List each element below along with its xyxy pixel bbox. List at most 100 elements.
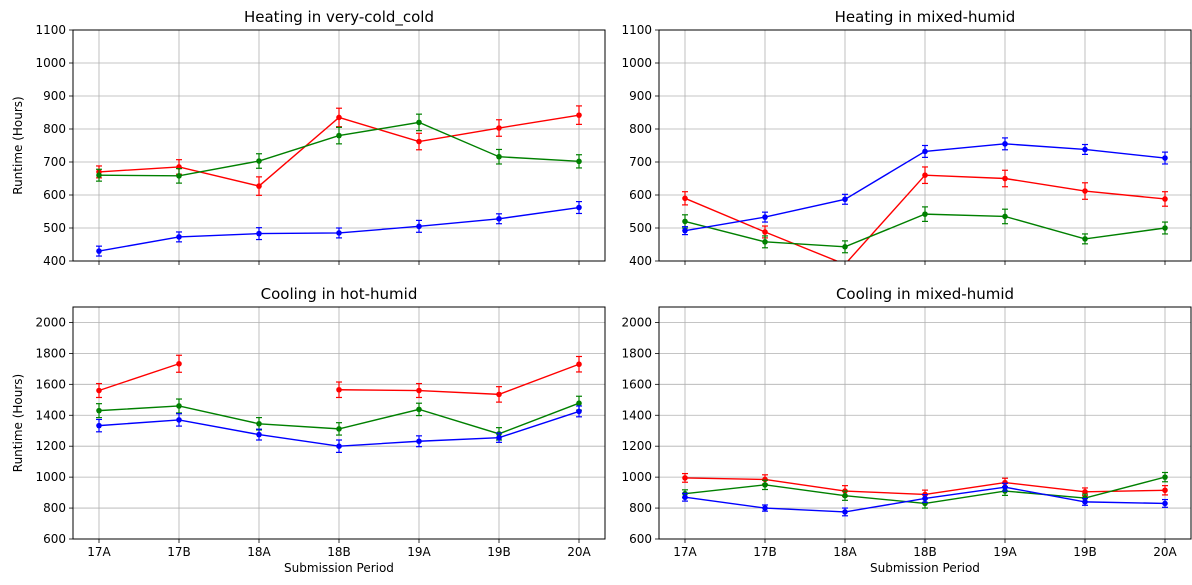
panel-cooling-hot-humid: 600 800 1000 1200 1400 1600 1800 2000 17A 17B 18A 1…: [11, 285, 606, 575]
x-tick-label: 19A: [993, 545, 1017, 559]
x-tick-label: 18A: [833, 545, 857, 559]
y-tick-label: 1200: [35, 439, 66, 453]
data-point: [416, 138, 422, 145]
data-point: [176, 417, 182, 423]
data-point: [96, 387, 102, 394]
data-point: [922, 172, 928, 178]
panel-cooling-mixed-humid: 600 800 1000 1200 1400 1600 1800 2000 17A 17B 18A 1…: [621, 285, 1192, 575]
data-point: [496, 215, 502, 222]
data-point: [842, 492, 848, 499]
data-point: [576, 112, 582, 118]
y-tick-label: 800: [629, 122, 652, 136]
y-tick-label: 1400: [35, 408, 66, 422]
data-point: [176, 234, 182, 240]
data-point: [1162, 487, 1168, 494]
data-point: [1162, 155, 1168, 161]
data-point: [176, 403, 182, 409]
y-tick-label: 1000: [35, 56, 66, 70]
series-line: [338, 363, 580, 396]
axes-frame: [658, 29, 1192, 262]
y-tick-label: 900: [629, 89, 652, 103]
x-tick-label: 18A: [247, 545, 271, 559]
data-point: [496, 391, 502, 398]
data-point: [576, 204, 582, 211]
x-tick-label: 19A: [407, 545, 431, 559]
y-tick-label: 700: [629, 155, 652, 169]
data-point: [762, 476, 768, 483]
x-tick-label: 19B: [487, 545, 511, 559]
data-point: [256, 431, 262, 438]
data-point: [96, 248, 102, 254]
series-2: [96, 201, 582, 257]
panel-title: Heating in very-cold_cold: [244, 8, 434, 27]
y-tick-label: 700: [43, 155, 66, 169]
panel-title: Heating in mixed-humid: [835, 8, 1016, 26]
y-tick-label: 500: [43, 221, 66, 235]
data-point: [682, 195, 688, 202]
y-tick-label: 500: [629, 221, 652, 235]
axes-frame: [72, 29, 606, 262]
y-tick-label: 800: [629, 501, 652, 515]
panel-heating-very-cold-cold: 400 500 600 700 800 900 1000 1100 Heating in ver…: [11, 8, 606, 268]
data-point: [416, 223, 422, 230]
data-point: [682, 475, 688, 481]
y-tick-label: 800: [43, 501, 66, 515]
panel-title: Cooling in mixed-humid: [836, 285, 1014, 303]
series-2: [96, 405, 582, 453]
data-point: [416, 387, 422, 394]
axes-frame: [658, 306, 1192, 540]
data-point: [176, 360, 182, 367]
data-point: [1082, 236, 1088, 242]
x-tick-label: 18B: [327, 545, 351, 559]
data-point: [922, 148, 928, 155]
data-point: [842, 509, 848, 515]
data-point: [496, 434, 502, 441]
series-1: [682, 206, 1168, 254]
x-tick-label: 20A: [1153, 545, 1177, 559]
data-point: [336, 230, 342, 236]
data-point: [1002, 141, 1008, 147]
x-axis-label: Submission Period: [870, 561, 980, 575]
y-tick-label: 1000: [35, 470, 66, 484]
y-tick-label: 1200: [621, 439, 652, 453]
series-0: [96, 354, 582, 403]
x-tick-label: 17B: [167, 545, 191, 559]
data-point: [256, 420, 262, 427]
data-point: [922, 495, 928, 502]
data-point: [96, 407, 102, 414]
data-point: [1002, 484, 1008, 490]
data-point: [576, 361, 582, 368]
y-tick-label: 1600: [35, 377, 66, 391]
series-2: [682, 137, 1168, 236]
data-point: [1082, 146, 1088, 153]
data-point: [1162, 500, 1168, 507]
data-point: [256, 158, 262, 164]
data-point: [256, 230, 262, 237]
y-tick-label: 1000: [621, 470, 652, 484]
data-point: [496, 125, 502, 131]
x-tick-label: 19B: [1073, 545, 1097, 559]
data-point: [576, 408, 582, 415]
series-line: [98, 363, 180, 392]
data-point: [416, 438, 422, 445]
data-point: [1002, 479, 1008, 486]
data-point: [256, 183, 262, 189]
data-point: [416, 406, 422, 413]
data-point: [96, 422, 102, 429]
data-point: [336, 426, 342, 432]
y-tick-label: 1800: [621, 346, 652, 360]
data-point: [1082, 188, 1088, 194]
data-point: [576, 158, 582, 165]
data-point: [336, 114, 342, 121]
data-point: [762, 505, 768, 511]
x-axis-label: Submission Period: [284, 561, 394, 575]
data-point: [1162, 196, 1168, 202]
y-tick-label: 800: [43, 122, 66, 136]
data-point: [762, 214, 768, 220]
x-tick-label: 18B: [913, 545, 937, 559]
data-point: [842, 244, 848, 250]
axes-frame: [72, 306, 606, 540]
data-point: [842, 196, 848, 203]
data-point: [1082, 489, 1088, 495]
